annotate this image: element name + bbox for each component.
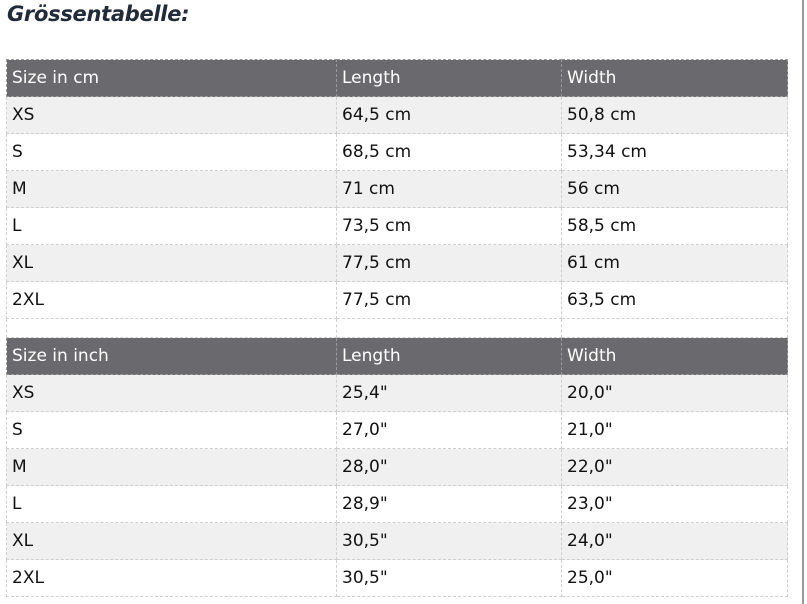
table-cell: M (6, 170, 337, 208)
size-table: Size in cm Length Width XS 64,5 cm 50,8 cm S 68… (6, 59, 788, 597)
spacer-cell (336, 318, 562, 338)
table-row: M 28,0" 22,0" (6, 448, 788, 486)
table-cell: 73,5 cm (336, 207, 562, 245)
table-cell: 58,5 cm (561, 207, 788, 245)
header-row: Size in cm Length Width (6, 59, 788, 97)
table-cell: 28,9" (336, 485, 562, 523)
table-cell: 2XL (6, 559, 337, 597)
table-row: S 68,5 cm 53,34 cm (6, 133, 788, 171)
table-cell: XS (6, 96, 337, 134)
table-cell: 71 cm (336, 170, 562, 208)
column-header: Width (561, 59, 788, 97)
table-cell: 27,0" (336, 411, 562, 449)
column-header: Length (336, 59, 562, 97)
table-cell: 25,4" (336, 374, 562, 412)
table-cell: 24,0" (561, 522, 788, 560)
table-cell: 63,5 cm (561, 281, 788, 319)
table-cell: 56 cm (561, 170, 788, 208)
table-cell: 23,0" (561, 485, 788, 523)
column-header: Size in cm (6, 59, 337, 97)
header-row: Size in inch Length Width (6, 337, 788, 375)
spacer-row (6, 318, 788, 338)
table-cell: 77,5 cm (336, 244, 562, 282)
column-header: Width (561, 337, 788, 375)
table-cell: 25,0" (561, 559, 788, 597)
table-row: S 27,0" 21,0" (6, 411, 788, 449)
page-title: Grössentabelle: (7, 2, 190, 26)
table-cell: L (6, 485, 337, 523)
table-cell: 53,34 cm (561, 133, 788, 171)
table-cell: 50,8 cm (561, 96, 788, 134)
table-row: L 73,5 cm 58,5 cm (6, 207, 788, 245)
scrollbar-edge (802, 0, 804, 604)
table-cell: 22,0" (561, 448, 788, 486)
table-cell: 68,5 cm (336, 133, 562, 171)
spacer-cell (561, 318, 788, 338)
table-cell: XL (6, 244, 337, 282)
table-row: XS 64,5 cm 50,8 cm (6, 96, 788, 134)
table-cell: M (6, 448, 337, 486)
table-row: XL 77,5 cm 61 cm (6, 244, 788, 282)
table-cell: 77,5 cm (336, 281, 562, 319)
table-cell: L (6, 207, 337, 245)
table-row: XL 30,5" 24,0" (6, 522, 788, 560)
table-cell: 61 cm (561, 244, 788, 282)
table-cell: 64,5 cm (336, 96, 562, 134)
table-row: L 28,9" 23,0" (6, 485, 788, 523)
table-cell: 2XL (6, 281, 337, 319)
table-cell: S (6, 411, 337, 449)
table-cell: S (6, 133, 337, 171)
table-row: 2XL 77,5 cm 63,5 cm (6, 281, 788, 319)
table-cell: XS (6, 374, 337, 412)
table-row: M 71 cm 56 cm (6, 170, 788, 208)
table-cell: 28,0" (336, 448, 562, 486)
table-cell: 30,5" (336, 522, 562, 560)
table-row: 2XL 30,5" 25,0" (6, 559, 788, 597)
column-header: Size in inch (6, 337, 337, 375)
table-cell: 30,5" (336, 559, 562, 597)
table-row: XS 25,4" 20,0" (6, 374, 788, 412)
table-cell: 20,0" (561, 374, 788, 412)
table-cell: 21,0" (561, 411, 788, 449)
spacer-cell (6, 318, 337, 338)
column-header: Length (336, 337, 562, 375)
table-cell: XL (6, 522, 337, 560)
